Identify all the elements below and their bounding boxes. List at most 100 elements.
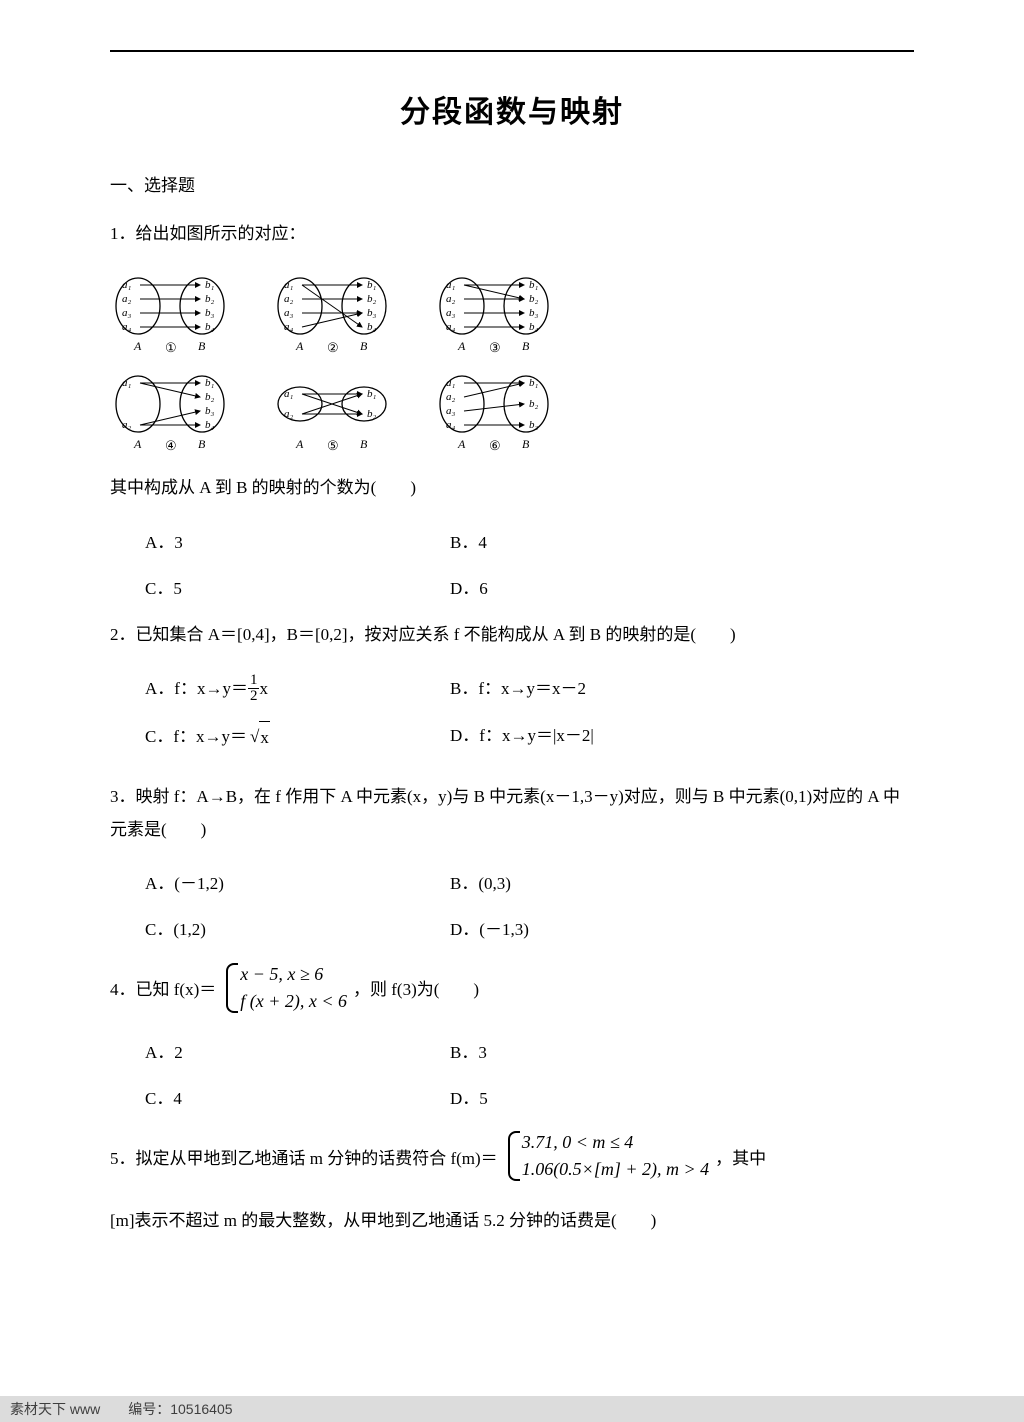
sqrt-icon: x xyxy=(247,720,270,753)
q2a-pre: A．f：x→y＝ xyxy=(145,679,248,698)
svg-text:a₄: a₄ xyxy=(284,321,294,333)
q2a-post: x xyxy=(259,679,268,698)
q5-pre: 5．拟定从甲地到乙地通话 m 分钟的话费符合 f(m)＝ xyxy=(110,1144,498,1169)
q2-opt-a: A．f：x→y＝12x xyxy=(145,673,450,706)
q5-tail: [m]表示不超过 m 的最大整数，从甲地到乙地通话 5.2 分钟的话费是( ) xyxy=(110,1205,914,1237)
q4-line1: x − 5, x ≥ 6 xyxy=(240,961,347,988)
svg-text:b₄: b₄ xyxy=(205,419,215,431)
svg-text:a₁: a₁ xyxy=(446,279,456,291)
q1-opt-c: C．5 xyxy=(145,573,450,605)
q1-stem: 1．给出如图所示的对应： xyxy=(110,218,914,250)
svg-text:a₄: a₄ xyxy=(446,321,456,333)
svg-text:a₂: a₂ xyxy=(284,408,294,420)
svg-text:b₁: b₁ xyxy=(529,377,539,389)
brace-icon: x − 5, x ≥ 6 f (x + 2), x < 6 xyxy=(222,961,347,1015)
q1-opt-d: D．6 xyxy=(450,573,488,605)
q5-line2: 1.06(0.5×[m] + 2), m > 4 xyxy=(522,1156,709,1183)
svg-text:b₃: b₃ xyxy=(529,419,539,431)
svg-text:b₁: b₁ xyxy=(529,279,539,291)
q3-opt-a: A．(－1,2) xyxy=(145,868,450,900)
svg-text:b₃: b₃ xyxy=(367,307,377,319)
svg-text:a₃: a₃ xyxy=(122,307,132,319)
q4-opt-b: B．3 xyxy=(450,1037,487,1069)
svg-text:a₁: a₁ xyxy=(446,377,456,389)
q2-opt-b: B．f：x→y＝x－2 xyxy=(450,673,586,706)
svg-text:a₂: a₂ xyxy=(122,419,132,431)
q2-opt-d: D．f：x→y＝|x－2| xyxy=(450,720,594,753)
svg-text:①: ① xyxy=(165,340,177,355)
q1-diagrams: a₁ a₂ a₃ a₄ b₁ b₂ b₃ b₄ A B ① a₁ a₂ a₃ a₄ b₁ b₂ b₃ b₄ A B ② a₁… xyxy=(110,272,914,454)
svg-text:a₂: a₂ xyxy=(446,293,456,305)
svg-text:b₃: b₃ xyxy=(205,405,215,417)
q1-opt-b: B．4 xyxy=(450,527,487,559)
svg-text:a₂: a₂ xyxy=(284,293,294,305)
q3-opt-c: C．(1,2) xyxy=(145,914,450,946)
svg-text:A: A xyxy=(457,437,466,451)
svg-text:a₁: a₁ xyxy=(122,377,132,389)
svg-text:a₂: a₂ xyxy=(446,391,456,403)
svg-text:a₁: a₁ xyxy=(284,388,294,400)
q2-opt-c: C．f：x→y＝x xyxy=(145,720,450,753)
svg-text:⑤: ⑤ xyxy=(327,438,339,453)
svg-text:A: A xyxy=(133,437,142,451)
svg-text:b₃: b₃ xyxy=(529,307,539,319)
brace-icon: 3.71, 0 < m ≤ 4 1.06(0.5×[m] + 2), m > 4 xyxy=(504,1129,709,1183)
q4-line2: f (x + 2), x < 6 xyxy=(240,988,347,1015)
q4-opt-a: A．2 xyxy=(145,1037,450,1069)
svg-text:b₄: b₄ xyxy=(367,321,377,333)
svg-text:a₃: a₃ xyxy=(446,405,456,417)
q4-post: ，则 f(3)为( ) xyxy=(353,975,479,1000)
svg-text:B: B xyxy=(522,437,530,451)
q1-opt-a: A．3 xyxy=(145,527,450,559)
watermark-left: 素材天下 www xyxy=(10,1399,100,1419)
q1-ask: 其中构成从 A 到 B 的映射的个数为( ) xyxy=(110,472,914,504)
q5-post: ，其中 xyxy=(715,1144,766,1169)
svg-text:b₁: b₁ xyxy=(367,388,377,400)
q3-opt-b: B．(0,3) xyxy=(450,868,511,900)
q4-stem: 4．已知 f(x)＝ x − 5, x ≥ 6 f (x + 2), x < 6… xyxy=(110,961,914,1015)
svg-text:b₂: b₂ xyxy=(529,293,539,305)
q2-stem: 2．已知集合 A＝[0,4]，B＝[0,2]，按对应关系 f 不能构成从 A 到… xyxy=(110,619,914,651)
section-heading: 一、选择题 xyxy=(110,171,914,196)
q4-pre: 4．已知 f(x)＝ xyxy=(110,975,216,1000)
svg-text:b₁: b₁ xyxy=(205,377,215,389)
svg-text:a₁: a₁ xyxy=(122,279,132,291)
svg-text:A: A xyxy=(295,339,304,353)
svg-text:a₃: a₃ xyxy=(446,307,456,319)
svg-text:b₁: b₁ xyxy=(367,279,377,291)
q5-stem: 5．拟定从甲地到乙地通话 m 分钟的话费符合 f(m)＝ 3.71, 0 < m… xyxy=(110,1129,914,1183)
q2c-pre: C．f：x→y＝ xyxy=(145,727,247,746)
q4-opt-c: C．4 xyxy=(145,1083,450,1115)
svg-text:④: ④ xyxy=(165,438,177,453)
q3-opt-d: D．(－1,3) xyxy=(450,914,529,946)
svg-text:a₄: a₄ xyxy=(446,419,456,431)
svg-text:b₂: b₂ xyxy=(205,391,215,403)
svg-text:⑥: ⑥ xyxy=(489,438,501,453)
svg-text:A: A xyxy=(295,437,304,451)
svg-text:B: B xyxy=(198,437,206,451)
svg-text:a₃: a₃ xyxy=(284,307,294,319)
svg-text:B: B xyxy=(360,437,368,451)
svg-text:②: ② xyxy=(327,340,339,355)
page-title: 分段函数与映射 xyxy=(110,87,914,131)
q3-stem: 3．映射 f：A→B，在 f 作用下 A 中元素(x，y)与 B 中元素(x－1… xyxy=(110,781,914,846)
svg-text:b₂: b₂ xyxy=(529,398,539,410)
svg-text:B: B xyxy=(198,339,206,353)
svg-text:a₄: a₄ xyxy=(122,321,132,333)
watermark-right: 编号：10516405 xyxy=(128,1399,232,1419)
svg-text:b₂: b₂ xyxy=(367,293,377,305)
svg-text:A: A xyxy=(133,339,142,353)
svg-text:B: B xyxy=(360,339,368,353)
svg-text:b₂: b₂ xyxy=(205,293,215,305)
svg-text:b₄: b₄ xyxy=(205,321,215,333)
fraction-icon: 12 xyxy=(248,673,260,704)
svg-text:a₂: a₂ xyxy=(122,293,132,305)
svg-text:b₂: b₂ xyxy=(367,408,377,420)
top-rule xyxy=(110,50,914,52)
svg-text:b₄: b₄ xyxy=(529,321,539,333)
svg-text:b₃: b₃ xyxy=(205,307,215,319)
svg-text:③: ③ xyxy=(489,340,501,355)
svg-text:a₁: a₁ xyxy=(284,279,294,291)
q5-line1: 3.71, 0 < m ≤ 4 xyxy=(522,1129,709,1156)
q4-opt-d: D．5 xyxy=(450,1083,488,1115)
